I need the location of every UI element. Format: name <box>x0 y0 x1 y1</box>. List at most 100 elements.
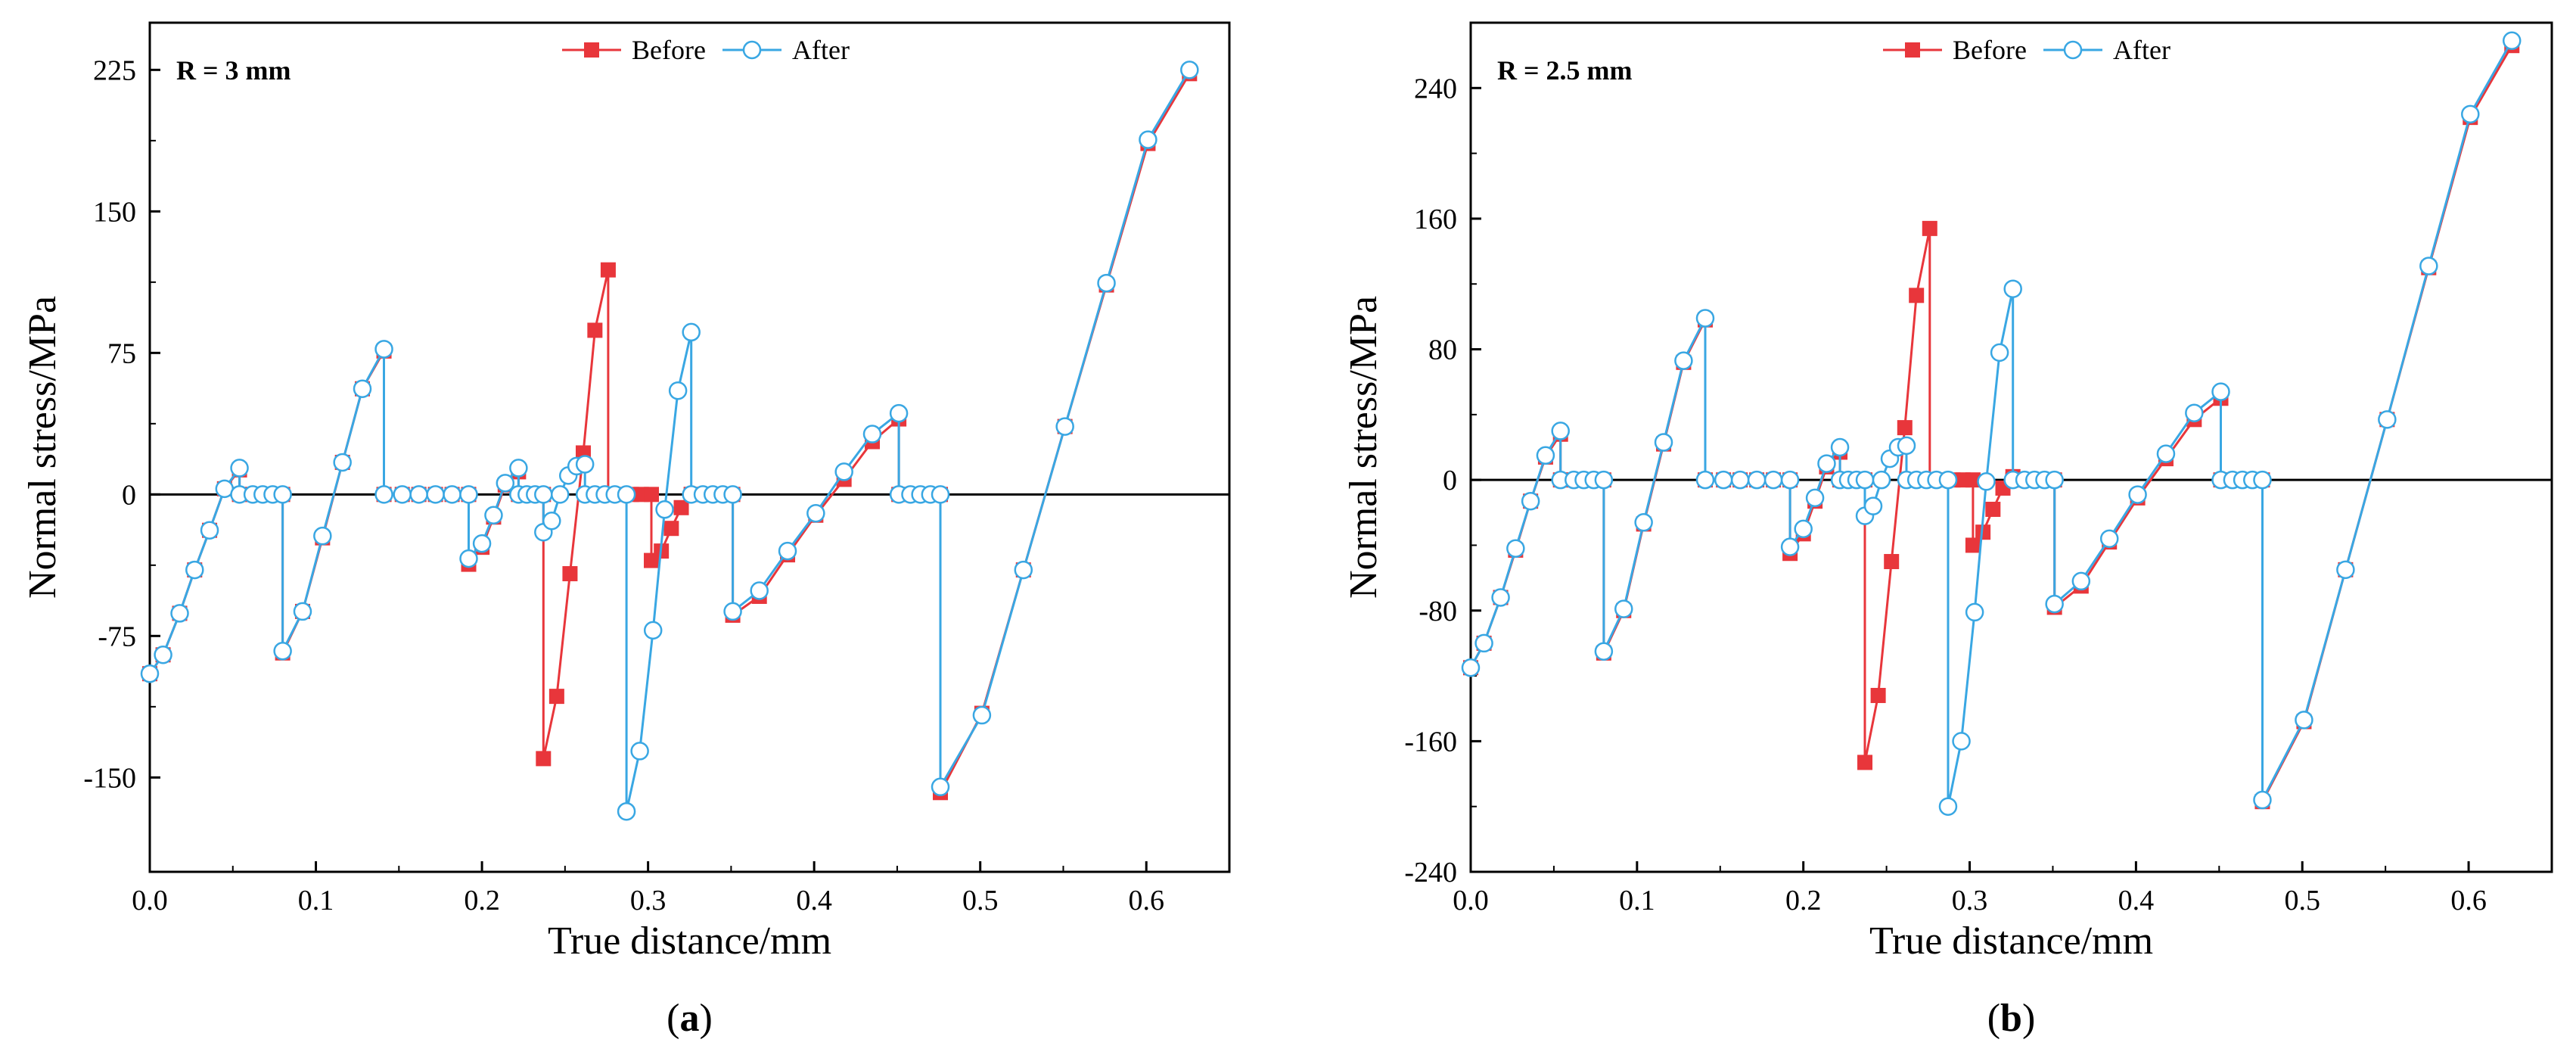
x-tick-label: 0.4 <box>796 885 832 916</box>
data-point-after <box>1474 633 1493 653</box>
series-after <box>1461 31 2522 816</box>
data-point-before <box>548 689 564 705</box>
data-point-after <box>723 485 742 504</box>
data-point-after <box>862 425 882 443</box>
data-point-before <box>1884 554 1900 570</box>
plot-frame <box>1469 21 2553 873</box>
data-point-after <box>1654 433 1673 452</box>
data-point-before <box>644 487 660 503</box>
data-point-after <box>534 485 553 504</box>
data-point-after <box>1014 560 1033 580</box>
legend-label-before: Before <box>1953 35 2027 65</box>
y-tick-label: -75 <box>98 621 136 652</box>
data-point-before <box>673 499 689 515</box>
data-point-after <box>1139 130 1157 149</box>
data-point-after <box>1938 797 1958 816</box>
data-point-before <box>1909 288 1925 303</box>
data-point-after <box>668 381 688 400</box>
data-point-after <box>972 705 992 725</box>
data-point-after <box>1830 437 1850 457</box>
data-point-after <box>1180 61 1199 79</box>
data-point-before <box>1897 420 1913 436</box>
data-point-after <box>185 560 204 580</box>
data-point-after <box>617 485 636 504</box>
panel-letter: a <box>680 997 700 1040</box>
data-point-after <box>1965 602 1984 622</box>
data-point-after <box>806 504 825 523</box>
data-point-after <box>1990 343 2009 363</box>
data-point-after <box>834 462 853 481</box>
data-point-after <box>472 534 492 553</box>
data-point-after <box>140 664 160 683</box>
data-point-before <box>1975 524 1991 540</box>
data-point-after <box>1594 642 1614 661</box>
data-point-before <box>562 566 578 582</box>
data-point-after <box>353 379 372 398</box>
x-axis-title: True distance/mm <box>1869 920 2153 963</box>
data-point-after <box>1855 470 1875 490</box>
legend-marker-circle <box>2063 40 2083 60</box>
data-point-after <box>496 474 515 493</box>
x-tick-label: 0.2 <box>1785 885 1822 916</box>
data-point-before <box>1965 537 1981 553</box>
y-tick-label: 0 <box>122 479 136 511</box>
data-point-after <box>2156 444 2176 463</box>
data-point-after <box>1952 732 1971 751</box>
legend-marker-circle <box>742 40 762 60</box>
data-point-after <box>374 485 393 504</box>
legend-marker-square <box>584 42 599 58</box>
data-point-after <box>1817 454 1836 473</box>
data-point-after <box>723 602 742 621</box>
y-tick-label: 150 <box>93 196 136 228</box>
data-point-after <box>154 646 172 664</box>
legend-label-after: After <box>792 35 850 65</box>
x-tick-label: 0.3 <box>630 885 667 916</box>
data-point-after <box>1805 488 1825 508</box>
data-point-after <box>1780 537 1800 556</box>
y-tick-label: 80 <box>1428 335 1457 366</box>
radius-annotation: R = 2.5 mm <box>1497 55 1633 86</box>
data-point-after <box>509 459 528 478</box>
data-point-after <box>1536 446 1555 465</box>
panel-b: 0.0 0.1 0.2 0.3 0.4 0.5 0.6 -240 -160 -80 0 80 160 24… <box>1342 21 2553 1040</box>
series-before <box>142 66 1198 801</box>
y-tick-label: -150 <box>83 762 136 794</box>
data-point-after <box>273 485 292 504</box>
data-point-after <box>551 485 570 504</box>
y-tick-label: -160 <box>1404 726 1457 758</box>
data-point-after <box>2253 470 2272 490</box>
legend-label-before: Before <box>632 35 706 65</box>
data-point-after <box>2295 711 2313 730</box>
panel-label: (b) <box>1987 997 2036 1040</box>
y-tick-label: 0 <box>1443 465 1457 496</box>
data-point-after <box>542 511 561 531</box>
data-point-after <box>1794 519 1813 539</box>
x-tick-label: 0.6 <box>1128 885 1164 916</box>
data-point-after <box>1055 417 1074 436</box>
data-point-after <box>200 521 219 540</box>
y-tick-label: 225 <box>93 54 136 86</box>
data-point-before <box>600 262 616 278</box>
data-point-after <box>409 485 428 504</box>
data-point-after <box>1491 588 1510 607</box>
series-line-after <box>148 69 1191 813</box>
data-point-after <box>2045 470 2064 490</box>
data-point-after <box>1461 658 1481 677</box>
data-point-after <box>1614 599 1633 618</box>
data-point-after <box>333 453 352 472</box>
y-tick-label: -240 <box>1404 857 1457 888</box>
data-point-before <box>1985 501 2001 517</box>
data-point-after <box>2336 560 2355 580</box>
legend: Before After <box>562 35 850 65</box>
y-tick-label: -80 <box>1419 596 1457 627</box>
data-point-after <box>2045 594 2064 614</box>
data-point-after <box>1674 351 1693 370</box>
data-point-before <box>1965 472 1981 488</box>
x-axis-title: True distance/mm <box>548 920 831 963</box>
data-point-after <box>426 485 445 504</box>
data-point-after <box>459 549 478 568</box>
data-point-after <box>374 340 393 359</box>
plot-frame <box>148 21 1231 873</box>
data-point-after <box>1695 309 1715 328</box>
